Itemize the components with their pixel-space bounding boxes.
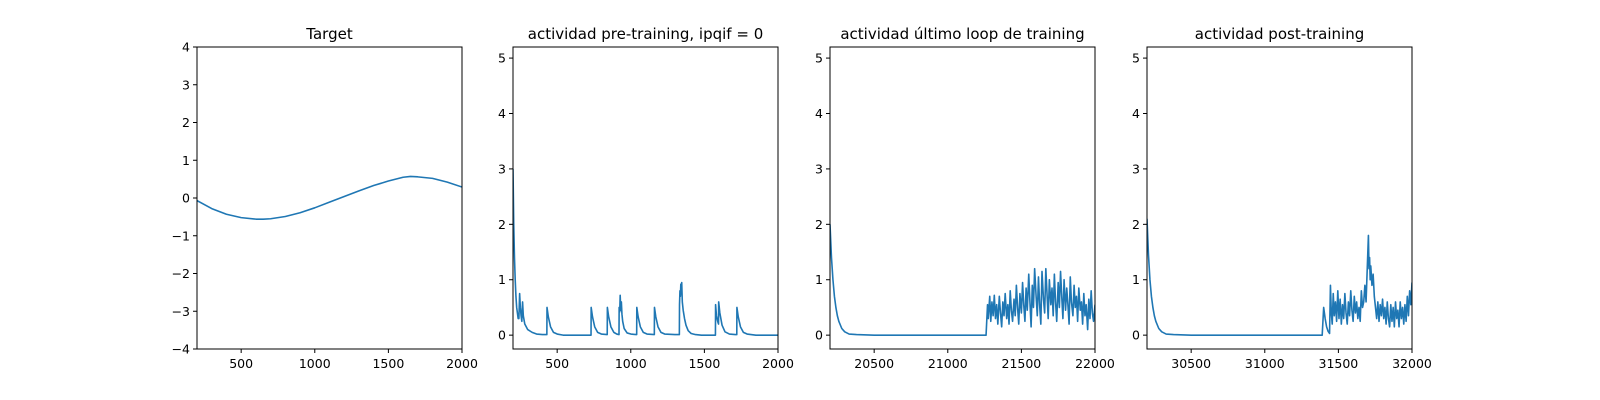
y-tick-label: 2: [1132, 217, 1140, 232]
y-tick-label: 4: [182, 40, 190, 55]
y-tick-label: 1: [815, 272, 823, 287]
x-tick-label: 1500: [688, 356, 720, 371]
y-tick-label: 3: [498, 161, 506, 176]
y-tick-label: 2: [498, 217, 506, 232]
y-tick-label: 5: [498, 51, 506, 66]
x-tick-label: 2000: [762, 356, 794, 371]
y-tick-label: 4: [815, 106, 823, 121]
x-tick-label: 500: [545, 356, 569, 371]
axes-frame: [512, 46, 779, 350]
chart-panel-1: Target 500 1000 1500 2000 −4 −3 −2 −1 0 1 2 3 4: [172, 25, 478, 371]
y-tick-label: 0: [182, 191, 190, 206]
y-tick-label: 5: [1132, 51, 1140, 66]
chart-title: Target: [305, 25, 353, 43]
chart-title: actividad post-training: [1195, 25, 1364, 43]
x-tick-label: 1000: [299, 356, 331, 371]
y-tick-label: 4: [498, 106, 506, 121]
series-line: [197, 175, 462, 220]
x-tick-label: 31500: [1319, 356, 1359, 371]
x-tick-label: 21500: [1002, 356, 1042, 371]
y-tick-label: 1: [1132, 272, 1140, 287]
series-line: [830, 224, 1095, 336]
x-tick-label: 1500: [372, 356, 404, 371]
series-line: [513, 168, 778, 336]
y-tick-label: 3: [815, 161, 823, 176]
y-tick-label: 1: [498, 272, 506, 287]
y-tick-label: −2: [172, 266, 190, 281]
y-tick-label: −3: [172, 304, 190, 319]
series-line: [1147, 218, 1412, 336]
x-tick-label: 21000: [928, 356, 968, 371]
x-tick-label: 1000: [615, 356, 647, 371]
chart-title: actividad pre-training, ipqif = 0: [528, 25, 764, 43]
y-tick-label: −1: [172, 228, 190, 243]
y-tick-label: 4: [1132, 106, 1140, 121]
y-tick-label: 0: [498, 328, 506, 343]
x-tick-label: 2000: [446, 356, 478, 371]
y-tick-label: 0: [1132, 328, 1140, 343]
axes-frame: [829, 46, 1096, 350]
axes-frame: [196, 46, 463, 350]
chart-title: actividad último loop de training: [840, 25, 1084, 43]
x-tick-label: 31000: [1245, 356, 1285, 371]
y-tick-label: 2: [182, 115, 190, 130]
x-tick-label: 500: [229, 356, 253, 371]
y-tick-label: 2: [815, 217, 823, 232]
y-tick-label: 3: [1132, 161, 1140, 176]
axes-frame: [1146, 46, 1413, 350]
y-tick-label: 3: [182, 77, 190, 92]
x-tick-label: 22000: [1075, 356, 1115, 371]
x-tick-label: 20500: [854, 356, 894, 371]
chart-panel-2: actividad pre-training, ipqif = 0 500 1000…: [498, 25, 794, 371]
x-tick-label: 32000: [1392, 356, 1432, 371]
y-tick-label: 1: [182, 153, 190, 168]
y-tick-label: 5: [815, 51, 823, 66]
x-tick-label: 30500: [1171, 356, 1211, 371]
y-tick-label: 0: [815, 328, 823, 343]
y-tick-label: −4: [172, 342, 190, 357]
